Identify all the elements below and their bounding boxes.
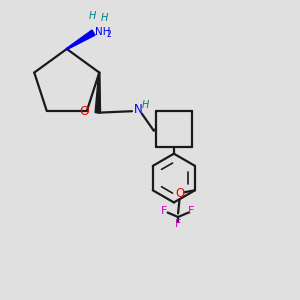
Text: O: O: [175, 187, 184, 200]
Polygon shape: [95, 73, 100, 113]
Text: F: F: [175, 219, 181, 230]
Text: H: H: [100, 13, 108, 23]
Text: H: H: [142, 100, 149, 110]
Text: F: F: [160, 206, 167, 216]
Polygon shape: [67, 30, 95, 50]
Text: 2: 2: [106, 31, 111, 40]
Text: O: O: [80, 105, 89, 118]
Text: NH: NH: [95, 27, 110, 37]
Text: F: F: [188, 206, 195, 216]
Text: H: H: [88, 11, 96, 21]
Text: N: N: [134, 103, 142, 116]
